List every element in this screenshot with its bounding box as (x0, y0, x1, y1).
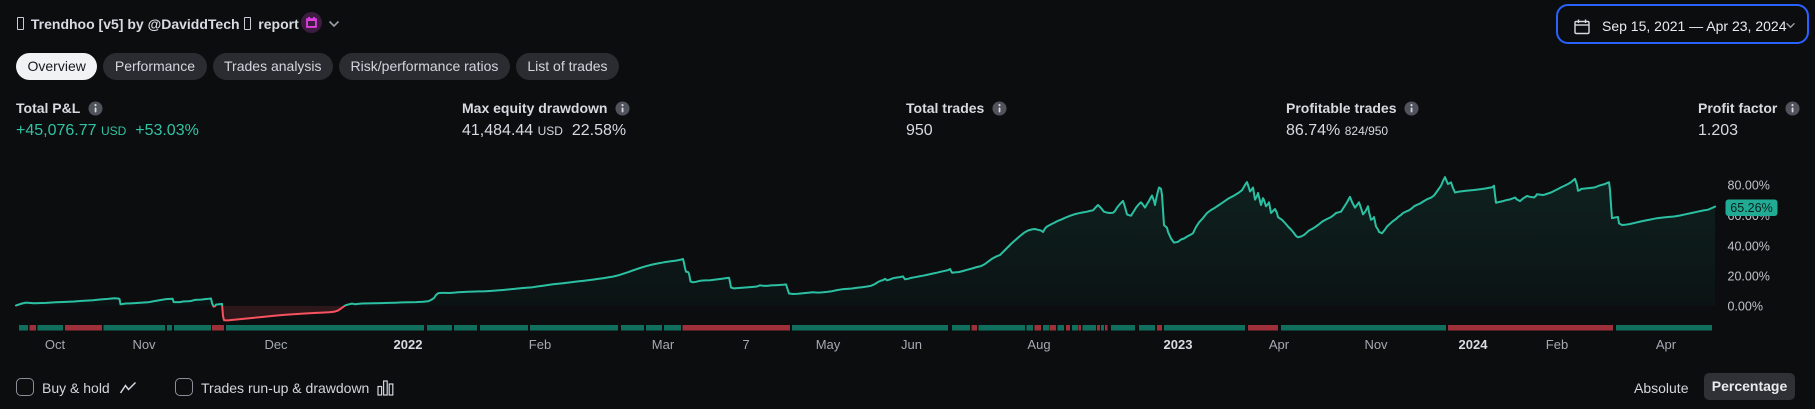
svg-text:40.00%: 40.00% (1728, 239, 1770, 253)
svg-text:65.26%: 65.26% (1730, 201, 1772, 215)
svg-text:Oct: Oct (45, 337, 66, 352)
svg-text:Feb: Feb (529, 337, 551, 352)
svg-text:Nov: Nov (1364, 337, 1388, 352)
svg-text:May: May (816, 337, 841, 352)
svg-text:Nov: Nov (132, 337, 156, 352)
svg-text:2022: 2022 (394, 337, 423, 352)
svg-text:Feb: Feb (1546, 337, 1568, 352)
svg-text:80.00%: 80.00% (1728, 179, 1770, 193)
svg-text:Apr: Apr (1269, 337, 1290, 352)
svg-text:2023: 2023 (1164, 337, 1193, 352)
svg-text:Apr: Apr (1656, 337, 1677, 352)
svg-text:2024: 2024 (1459, 337, 1489, 352)
svg-text:0.00%: 0.00% (1728, 300, 1763, 314)
svg-text:Jun: Jun (901, 337, 922, 352)
svg-text:Mar: Mar (652, 337, 675, 352)
svg-text:Dec: Dec (264, 337, 288, 352)
svg-text:7: 7 (742, 337, 749, 352)
svg-text:Aug: Aug (1027, 337, 1050, 352)
svg-text:20.00%: 20.00% (1728, 270, 1770, 284)
